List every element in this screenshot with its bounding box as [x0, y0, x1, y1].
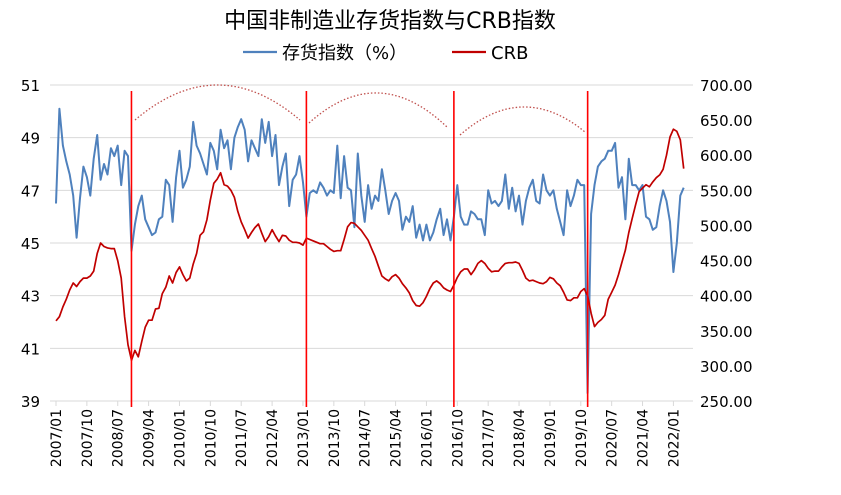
left-tick-label: 45	[21, 235, 40, 253]
left-axis: 39 41 43 45 47 49 51	[21, 77, 40, 411]
x-tick-label: 2007/01	[49, 409, 65, 467]
vertical-markers	[130, 91, 589, 407]
x-tick-label: 2021/04	[636, 409, 652, 467]
cycle-arcs	[134, 84, 586, 136]
x-tick-label: 2017/07	[481, 409, 497, 467]
right-tick-label: 400.00	[700, 288, 753, 306]
x-tick-label: 2022/01	[666, 409, 682, 467]
left-tick-label: 41	[21, 340, 40, 358]
right-tick-label: 500.00	[700, 217, 753, 235]
x-tick-label: 2013/01	[296, 409, 312, 467]
legend: 存货指数（%） CRB	[243, 43, 528, 64]
x-tick-label: 2018/04	[512, 409, 528, 467]
right-tick-label: 300.00	[700, 358, 753, 376]
x-tick-label: 2020/07	[605, 409, 621, 467]
left-tick-label: 43	[21, 288, 40, 306]
right-tick-label: 700.00	[700, 77, 753, 95]
crb-line	[55, 128, 685, 362]
right-tick-label: 650.00	[700, 112, 753, 130]
x-tick-label: 2019/10	[574, 409, 590, 467]
x-tick-label: 2009/04	[142, 409, 158, 467]
series-lines	[55, 107, 685, 395]
gridlines	[50, 84, 693, 349]
cycle-arc	[308, 92, 449, 129]
inventory-index-line	[55, 107, 685, 395]
x-tick-label: 2008/07	[111, 409, 127, 467]
cycle-arc	[134, 84, 301, 121]
x-axis: 2007/01 2007/10 2008/07 2009/04 2010/01 2010/…	[49, 400, 705, 467]
x-tick-label: 2015/04	[389, 409, 405, 467]
right-tick-label: 250.00	[700, 393, 753, 411]
legend-label-crb: CRB	[491, 43, 528, 64]
x-tick-label: 2010/10	[203, 409, 219, 467]
x-tick-label: 2011/07	[234, 409, 250, 467]
left-tick-label: 39	[21, 393, 40, 411]
x-tick-label: 2016/10	[450, 409, 466, 467]
cycle-arc	[459, 106, 586, 136]
right-tick-label: 450.00	[700, 253, 753, 271]
x-tick-label: 2012/04	[265, 409, 281, 467]
x-tick-label: 2019/01	[543, 409, 559, 467]
chart-title: 中国非制造业存货指数与CRB指数	[224, 9, 556, 34]
legend-label-inventory: 存货指数（%）	[282, 43, 407, 64]
left-tick-label: 51	[21, 77, 40, 95]
x-tick-label: 2014/07	[358, 409, 374, 467]
right-tick-label: 350.00	[700, 323, 753, 341]
right-tick-label: 600.00	[700, 147, 753, 165]
x-tick-label: 2016/01	[419, 409, 435, 467]
right-axis: 250.00 300.00 350.00 400.00 450.00 500.00 550.…	[700, 77, 753, 411]
x-tick-label: 2013/10	[327, 409, 343, 467]
left-tick-label: 49	[21, 130, 40, 148]
x-tick-label: 2010/01	[172, 409, 188, 467]
right-tick-label: 550.00	[700, 182, 753, 200]
x-tick-label: 2007/10	[80, 409, 96, 467]
left-tick-label: 47	[21, 182, 40, 200]
